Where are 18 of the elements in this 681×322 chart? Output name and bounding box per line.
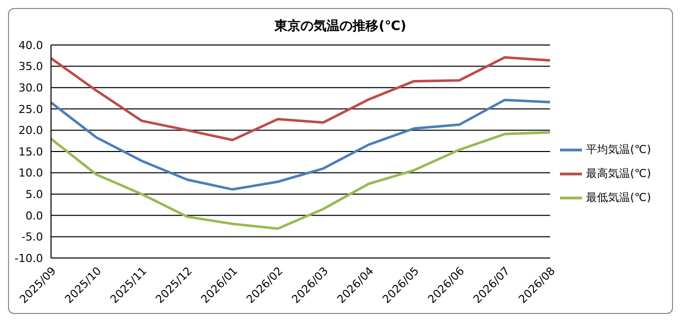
y-tick-label: 40.0 — [18, 38, 43, 52]
y-tick-label: 20.0 — [18, 124, 43, 138]
legend-label: 最高気温(℃) — [586, 167, 651, 180]
y-tick-label: 0.0 — [26, 209, 43, 222]
chart-title: 東京の気温の推移(℃) — [273, 18, 408, 35]
y-tick-label: 10.0 — [18, 166, 43, 180]
line-series — [50, 56, 552, 142]
y-tick-label: 30.0 — [18, 82, 43, 95]
y-tick-label: 25.0 — [18, 102, 43, 116]
line-series — [50, 131, 552, 230]
y-tick-label: 5.0 — [26, 188, 43, 202]
legend-label: 平均気温(℃) — [586, 143, 651, 156]
y-tick-label: -10.0 — [14, 252, 43, 265]
y-tick-label: 35.0 — [18, 60, 43, 74]
legend-label: 最低気温(℃) — [586, 191, 651, 204]
line-series — [50, 98, 552, 191]
y-tick-label: -5.0 — [22, 230, 43, 244]
y-tick-label: 15.0 — [18, 145, 43, 158]
